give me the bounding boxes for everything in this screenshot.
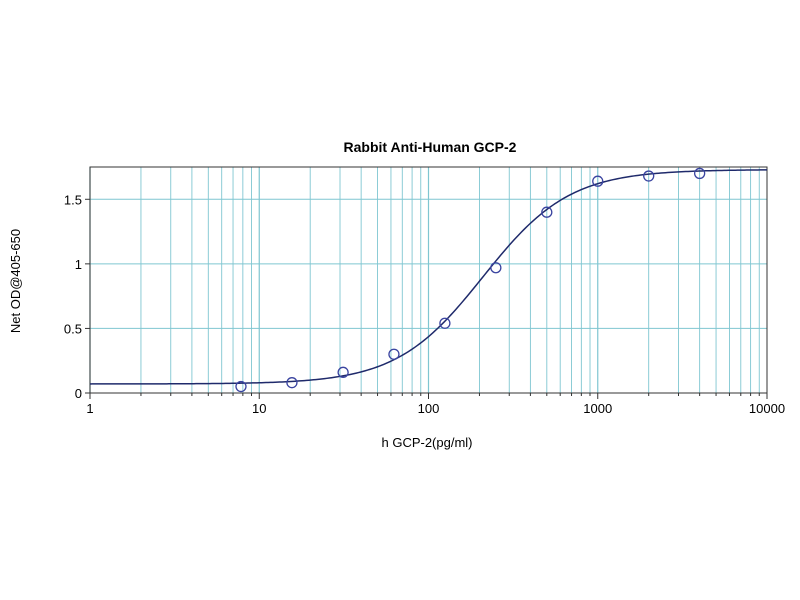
data-point bbox=[541, 206, 553, 218]
gridlines bbox=[89, 167, 767, 394]
data-point bbox=[439, 317, 451, 329]
y-tick-label: 0.5 bbox=[64, 321, 82, 336]
x-tick-label: 10000 bbox=[749, 401, 785, 416]
y-tick-label: 1 bbox=[75, 257, 82, 272]
x-tick-label: 10 bbox=[252, 401, 266, 416]
y-tick-label: 1.5 bbox=[64, 192, 82, 207]
data-point bbox=[286, 377, 298, 389]
data-point bbox=[235, 380, 247, 393]
data-points bbox=[235, 167, 706, 393]
data-point bbox=[337, 366, 349, 378]
fit-curve bbox=[89, 169, 768, 385]
data-point bbox=[592, 175, 604, 187]
x-axis-label: h GCP-2(pg/ml) bbox=[381, 435, 472, 450]
y-axis-label: Net OD@405-650 bbox=[8, 229, 23, 333]
x-tick-label: 1000 bbox=[583, 401, 612, 416]
chart-title: Rabbit Anti-Human GCP-2 bbox=[344, 139, 517, 155]
data-point bbox=[643, 170, 655, 182]
data-point bbox=[693, 167, 706, 180]
x-axis-ticks: 1 10 100 1000 10000 bbox=[86, 393, 785, 416]
x-tick-label: 1 bbox=[86, 401, 93, 416]
data-point bbox=[490, 262, 502, 274]
x-tick-label: 100 bbox=[418, 401, 440, 416]
data-point bbox=[388, 348, 400, 360]
y-tick-label: 0 bbox=[75, 386, 82, 401]
y-axis-ticks: 0 0.5 1 1.5 bbox=[64, 192, 90, 401]
